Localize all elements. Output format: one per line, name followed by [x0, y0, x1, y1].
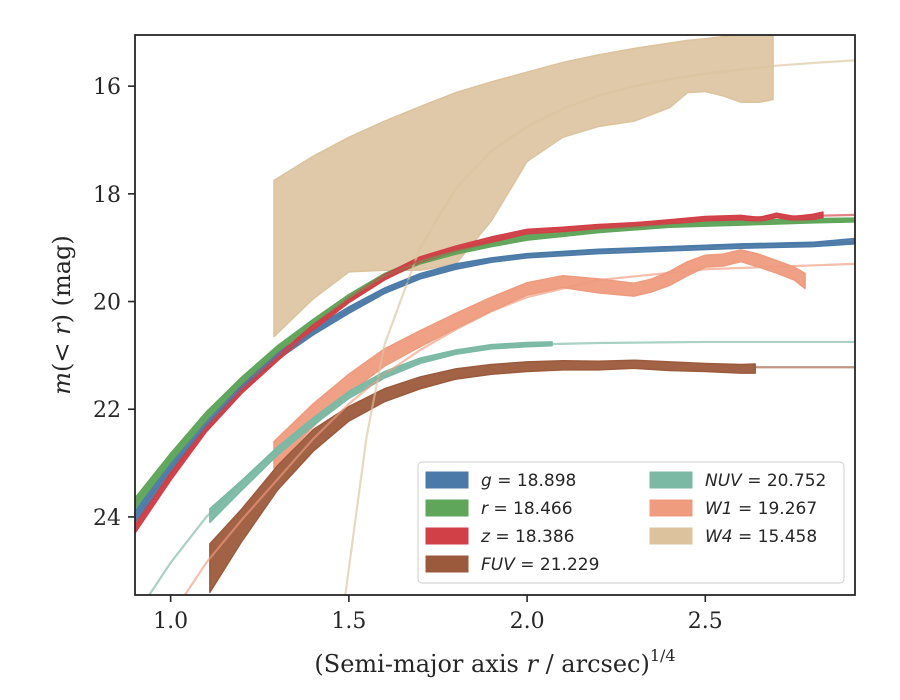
- y-tick-label-4: 24: [93, 506, 121, 531]
- legend-label-nuv: NUV = 20.752: [705, 471, 826, 491]
- x-tick-label-2: 2.0: [510, 609, 545, 634]
- legend-swatch-nuv: [649, 471, 693, 489]
- legend-swatch-w1: [649, 499, 693, 517]
- model-line-w4: [344, 59, 855, 595]
- model-line-w1: [183, 262, 855, 595]
- legend-label-w4: W4 = 15.458: [705, 527, 817, 547]
- model-line-g: [135, 241, 855, 518]
- y-tick-label-3: 22: [93, 398, 121, 423]
- legend-label-fuv: FUV = 21.229: [481, 555, 599, 575]
- legend-label-r: r = 18.466: [481, 499, 573, 519]
- legend-label-w1: W1 = 19.267: [705, 499, 817, 519]
- legend-swatch-g: [425, 471, 469, 489]
- ticks-layer: 1.0 1.5 2.0 2.5 16 18 20 22 24: [93, 75, 723, 634]
- y-tick-label-0: 16: [93, 75, 121, 100]
- legend-label-z: z = 18.386: [480, 527, 574, 547]
- legend-swatch-fuv: [425, 555, 469, 573]
- legend-label-g: g = 18.898: [481, 471, 576, 491]
- x-tick-label-0: 1.0: [153, 609, 188, 634]
- x-tick-label-1: 1.5: [331, 609, 366, 634]
- model-line-nuv: [148, 340, 855, 595]
- legend-swatch-r: [425, 499, 469, 517]
- models-layer: [135, 59, 855, 595]
- legend-swatch-w4: [649, 527, 693, 545]
- legend-swatch-z: [425, 527, 469, 545]
- y-tick-label-2: 20: [93, 291, 121, 316]
- plot-frame: [134, 34, 856, 596]
- y-tick-label-1: 18: [93, 183, 121, 208]
- x-tick-label-3: 2.5: [688, 609, 723, 634]
- y-axis-label: m(< r) (mag): [48, 235, 76, 395]
- legend-frame: [417, 461, 845, 584]
- model-line-z: [135, 213, 855, 530]
- legend: g = 18.898 r = 18.466 z = 18.386 FUV = 21.2…: [417, 461, 845, 584]
- x-axis-label: (Semi-major axis r / arcsec)1/4: [314, 646, 675, 678]
